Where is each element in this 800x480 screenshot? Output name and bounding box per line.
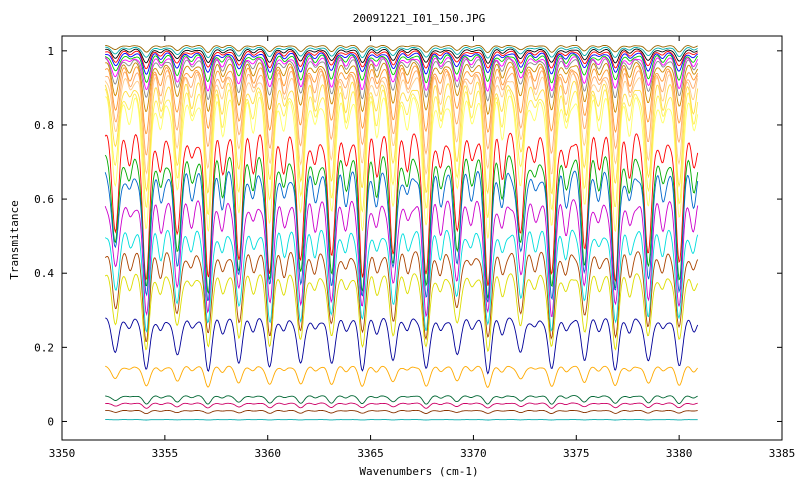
series-line	[105, 317, 699, 375]
series-line	[105, 52, 698, 75]
x-tick-label: 3370	[460, 447, 487, 460]
series-line	[104, 251, 699, 342]
series-line	[104, 73, 699, 176]
series-group	[104, 44, 699, 421]
series-line	[104, 132, 699, 286]
series-line	[104, 273, 699, 353]
series-line	[105, 44, 698, 53]
series-line	[104, 65, 699, 135]
series-line	[105, 46, 698, 59]
y-tick-label: 0.8	[34, 119, 54, 132]
series-line	[104, 80, 699, 195]
y-tick-label: 0.2	[34, 341, 54, 354]
x-tick-label: 3360	[254, 447, 281, 460]
y-tick-label: 0	[47, 415, 54, 428]
series-line	[104, 229, 699, 333]
series-line	[104, 54, 699, 84]
x-tick-label: 3350	[49, 447, 76, 460]
x-axis-ticks: 3350 3355 3360 3365 3370 3375 3380 3385	[49, 36, 796, 460]
x-tick-label: 3385	[769, 447, 796, 460]
x-tick-label: 3375	[563, 447, 590, 460]
series-line	[105, 409, 698, 415]
series-line	[105, 48, 698, 64]
y-tick-label: 1	[47, 45, 54, 58]
series-line	[105, 50, 698, 70]
series-line	[105, 70, 699, 156]
y-tick-label: 0.6	[34, 193, 54, 206]
series-line	[105, 61, 699, 116]
series-line	[104, 57, 699, 102]
plot-frame	[61, 35, 783, 441]
series-line	[105, 402, 698, 409]
series-line	[104, 56, 699, 92]
x-tick-label: 3365	[357, 447, 384, 460]
chart-title: 20091221_I01_150.JPG	[353, 12, 485, 25]
series-line	[104, 365, 699, 388]
series-line	[105, 395, 698, 405]
series-line	[105, 95, 699, 239]
series-line	[104, 154, 699, 299]
x-tick-label: 3380	[666, 447, 693, 460]
y-axis-ticks: 0 0.2 0.4 0.6 0.8 1	[34, 45, 782, 428]
series-line	[104, 199, 699, 318]
y-tick-label: 0.4	[34, 267, 54, 280]
x-axis-label: Wavenumbers (cm-1)	[359, 465, 478, 478]
series-line	[104, 170, 699, 303]
x-tick-label: 3355	[152, 447, 179, 460]
y-axis-label: Transmitance	[8, 200, 21, 279]
